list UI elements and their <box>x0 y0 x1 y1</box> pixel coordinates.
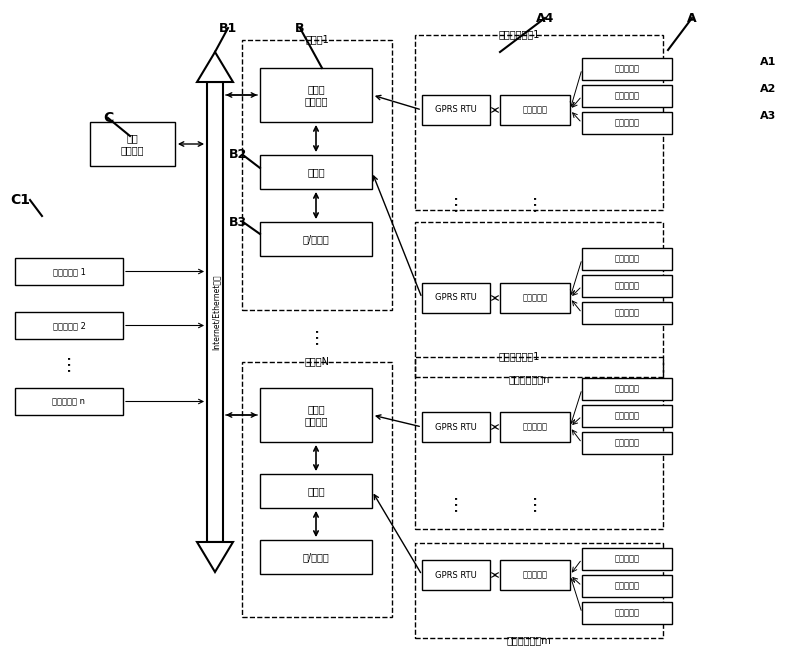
Text: 数据采集器: 数据采集器 <box>522 294 547 302</box>
Text: 流量传感器: 流量传感器 <box>614 118 639 127</box>
Text: ⋯: ⋯ <box>60 353 78 371</box>
Text: 温度传感器: 温度传感器 <box>614 254 639 263</box>
FancyBboxPatch shape <box>260 474 372 508</box>
Text: A4: A4 <box>536 12 554 24</box>
Bar <box>207 82 223 542</box>
Text: 热力站
监控中心: 热力站 监控中心 <box>304 84 328 106</box>
Text: 远程客户端 n: 远程客户端 n <box>53 397 86 406</box>
Text: 阀/变频器: 阀/变频器 <box>302 552 330 562</box>
FancyBboxPatch shape <box>500 412 570 442</box>
Text: 流量传感器: 流量传感器 <box>614 309 639 317</box>
FancyBboxPatch shape <box>15 258 123 285</box>
FancyBboxPatch shape <box>90 122 175 166</box>
Polygon shape <box>197 542 233 572</box>
FancyBboxPatch shape <box>260 540 372 574</box>
Text: 远程客户端 2: 远程客户端 2 <box>53 321 86 330</box>
FancyBboxPatch shape <box>260 388 372 442</box>
Text: 计量供热用户1: 计量供热用户1 <box>498 351 540 361</box>
FancyBboxPatch shape <box>500 283 570 313</box>
FancyBboxPatch shape <box>422 95 490 125</box>
Text: 热力站1: 热力站1 <box>305 34 329 44</box>
Text: 远程客户端 1: 远程客户端 1 <box>53 267 86 276</box>
Text: 温度传感器: 温度传感器 <box>614 555 639 564</box>
Text: ⋯: ⋯ <box>526 193 544 211</box>
Text: A: A <box>687 12 697 24</box>
Text: A1: A1 <box>760 57 776 67</box>
FancyBboxPatch shape <box>582 58 672 80</box>
Text: ⋯: ⋯ <box>308 326 326 344</box>
Text: GPRS RTU: GPRS RTU <box>435 294 477 302</box>
Text: 热力站N: 热力站N <box>305 356 330 366</box>
FancyBboxPatch shape <box>582 112 672 134</box>
FancyBboxPatch shape <box>582 248 672 270</box>
FancyBboxPatch shape <box>582 432 672 454</box>
Text: ⋯: ⋯ <box>526 493 544 511</box>
Text: B2: B2 <box>229 148 247 162</box>
FancyBboxPatch shape <box>500 95 570 125</box>
Text: B3: B3 <box>229 215 247 229</box>
Text: GPRS RTU: GPRS RTU <box>435 570 477 579</box>
Text: 计量供热用户n: 计量供热用户n <box>508 374 550 384</box>
FancyBboxPatch shape <box>422 560 490 590</box>
FancyBboxPatch shape <box>582 275 672 297</box>
FancyBboxPatch shape <box>582 575 672 597</box>
Text: 控制器: 控制器 <box>307 167 325 177</box>
FancyBboxPatch shape <box>500 560 570 590</box>
Text: 控制器: 控制器 <box>307 486 325 496</box>
Text: 流量传感器: 流量传感器 <box>614 438 639 447</box>
FancyBboxPatch shape <box>582 602 672 624</box>
Polygon shape <box>197 52 233 82</box>
Text: C: C <box>103 111 113 125</box>
Text: GPRS RTU: GPRS RTU <box>435 106 477 114</box>
FancyBboxPatch shape <box>260 222 372 256</box>
FancyBboxPatch shape <box>582 548 672 570</box>
Text: 流量传感器: 流量传感器 <box>614 608 639 618</box>
Text: 数据采集器: 数据采集器 <box>522 570 547 579</box>
Text: ⋯: ⋯ <box>447 193 465 211</box>
Text: 热力站
监控中心: 热力站 监控中心 <box>304 404 328 426</box>
FancyBboxPatch shape <box>260 68 372 122</box>
Text: 阀/变频器: 阀/变频器 <box>302 234 330 244</box>
Text: 压力传感器: 压力传感器 <box>614 581 639 591</box>
Text: GPRS RTU: GPRS RTU <box>435 422 477 432</box>
Text: 热网
监控中心: 热网 监控中心 <box>121 133 144 155</box>
Text: 计量供热用户m: 计量供热用户m <box>506 635 551 645</box>
Text: A3: A3 <box>760 111 776 121</box>
FancyBboxPatch shape <box>422 283 490 313</box>
FancyBboxPatch shape <box>15 312 123 339</box>
FancyBboxPatch shape <box>15 388 123 415</box>
FancyBboxPatch shape <box>260 155 372 189</box>
Text: 温度传感器: 温度传感器 <box>614 384 639 394</box>
Text: ⋯: ⋯ <box>447 493 465 511</box>
Text: A2: A2 <box>760 84 776 94</box>
Text: C1: C1 <box>10 193 30 207</box>
Text: 计量供热用户1: 计量供热用户1 <box>498 29 540 39</box>
Text: 温度传感器: 温度传感器 <box>614 64 639 74</box>
Text: 数据采集器: 数据采集器 <box>522 106 547 114</box>
Text: 压力传感器: 压力传感器 <box>614 281 639 290</box>
FancyBboxPatch shape <box>582 85 672 107</box>
Text: 压力传感器: 压力传感器 <box>614 91 639 101</box>
Text: 压力传感器: 压力传感器 <box>614 411 639 420</box>
FancyBboxPatch shape <box>582 378 672 400</box>
FancyBboxPatch shape <box>582 405 672 427</box>
FancyBboxPatch shape <box>422 412 490 442</box>
FancyBboxPatch shape <box>582 302 672 324</box>
Text: 数据采集器: 数据采集器 <box>522 422 547 432</box>
Text: Internet/Ethernet网络: Internet/Ethernet网络 <box>211 274 221 350</box>
Text: B: B <box>295 22 305 35</box>
Text: B1: B1 <box>219 22 237 35</box>
